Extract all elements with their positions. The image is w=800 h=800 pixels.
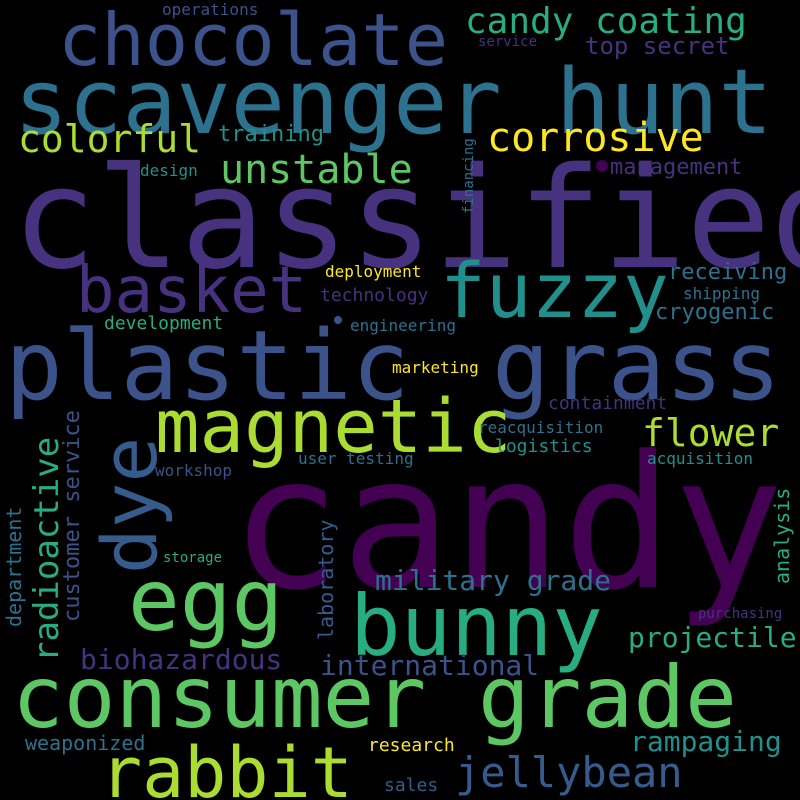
word-purchasing: purchasing <box>698 606 783 622</box>
word-design: design <box>140 161 198 180</box>
word-chocolate: chocolate <box>58 0 449 82</box>
word-projectile: projectile <box>628 621 797 654</box>
word-receiving: receiving <box>668 260 788 285</box>
word-engineering: engineering <box>350 316 456 335</box>
word-containment: containment <box>548 393 668 414</box>
word-technology: technology <box>320 285 429 306</box>
word-cryogenic: cryogenic <box>655 300 775 325</box>
word-laboratory: laboratory <box>314 519 338 640</box>
word-magnetic: magnetic <box>155 384 512 470</box>
word-biohazardous: biohazardous <box>80 643 283 676</box>
word-analysis: analysis <box>770 487 794 584</box>
dot-marker <box>596 160 608 172</box>
word-candy: candy <box>230 417 784 631</box>
word-dye: dye <box>85 436 174 574</box>
word-classified: classified <box>12 138 800 301</box>
word-service: service <box>478 34 538 50</box>
word-logistics: logistics <box>495 436 593 457</box>
word-acquisition: acquisition <box>647 449 753 468</box>
word-shipping: shipping <box>683 284 761 303</box>
word-financing: financing <box>461 138 477 214</box>
word-customer-service: customer service <box>60 410 85 622</box>
word-marketing: marketing <box>392 358 479 377</box>
word-workshop: workshop <box>155 461 233 480</box>
word-training: training <box>218 122 324 147</box>
word-rabbit: rabbit <box>100 732 353 800</box>
word-rampaging: rampaging <box>630 725 782 758</box>
word-bunny: bunny <box>350 577 603 675</box>
word-jellybean: jellybean <box>455 748 683 797</box>
word-fuzzy: fuzzy <box>440 246 669 335</box>
word-storage: storage <box>163 550 223 566</box>
word-military-grade: military grade <box>375 564 612 597</box>
word-corrosive: corrosive <box>487 115 704 161</box>
word-department: department <box>2 506 26 627</box>
word-unstable: unstable <box>220 147 413 193</box>
word-candy-coating: candy coating <box>465 1 747 42</box>
word-flower: flower <box>642 411 780 455</box>
word-deployment: deployment <box>325 262 422 281</box>
word-research: research <box>368 735 455 756</box>
word-international: international <box>320 649 540 682</box>
word-user-testing: user testing <box>298 449 414 468</box>
word-management: management <box>610 155 743 180</box>
word-basket: basket <box>76 254 308 328</box>
word-operations: operations <box>162 0 259 19</box>
word-consumer-grade: consumer grade <box>12 648 737 748</box>
word-sales: sales <box>384 775 439 796</box>
word-weaponized: weaponized <box>25 731 146 755</box>
word-radioactive: radioactive <box>27 436 67 662</box>
word-top-secret: top secret <box>585 32 730 60</box>
word-grass: grass <box>492 310 781 422</box>
word-scavenger-hunt: scavenger hunt <box>14 50 773 155</box>
word-plastic: plastic <box>5 310 410 422</box>
word-colorful: colorful <box>18 117 202 161</box>
word-development: development <box>104 313 224 334</box>
word-egg: egg <box>128 551 284 651</box>
dot-marker <box>334 316 342 324</box>
word-reacquisition: reacquisition <box>478 418 604 437</box>
